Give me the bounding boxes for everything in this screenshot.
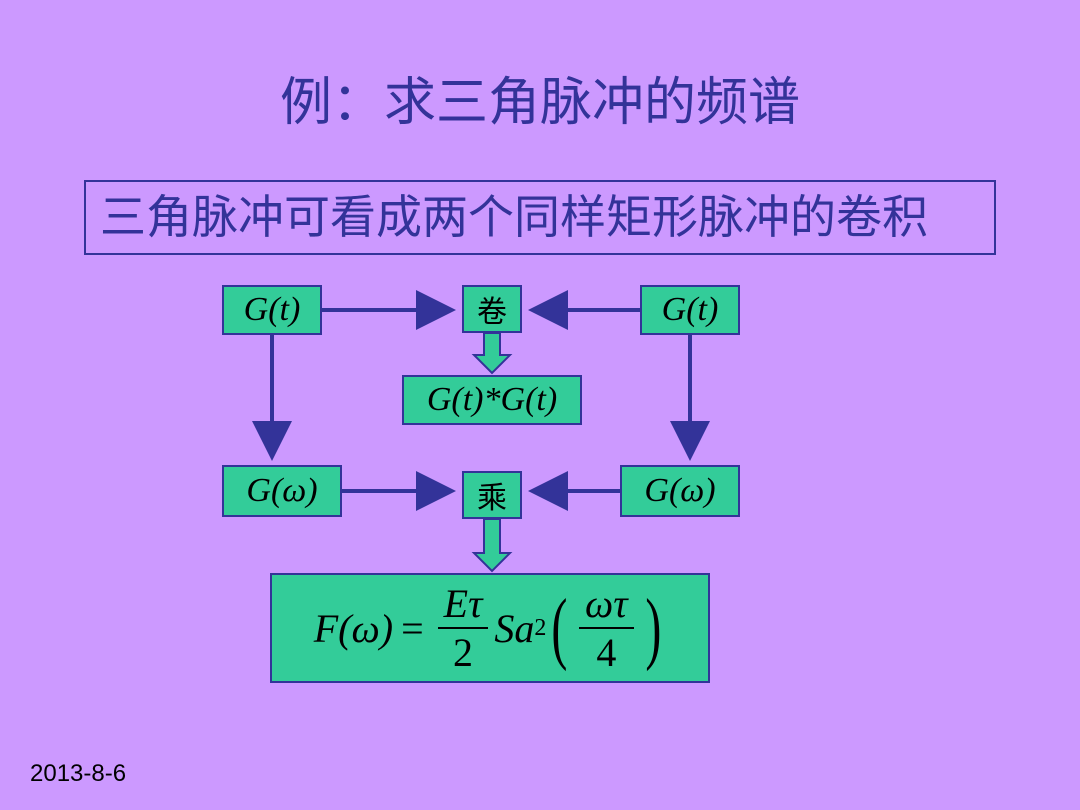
node-gt_left: G(t) [222, 285, 322, 335]
node-gw_left: G(ω) [222, 465, 342, 517]
node-conv_op: 卷 [462, 285, 522, 333]
subtitle-box: 三角脉冲可看成两个同样矩形脉冲的卷积 [84, 180, 996, 255]
slide-date: 2013-8-6 [30, 760, 126, 788]
node-gt_right: G(t) [640, 285, 740, 335]
result-formula: F(ω)=Eτ2Sa2(ωτ4) [270, 573, 710, 683]
node-conv_res: G(t)*G(t) [402, 375, 582, 425]
node-mult_op: 乘 [462, 471, 522, 519]
flowchart: G(t) G(t) 卷 G(t)*G(t) G(ω) G(ω) 乘 F(ω)=Eτ2Sa2(ω… [0, 275, 1080, 735]
slide-title: 例：求三角脉冲的频谱 [0, 0, 1080, 135]
node-gw_right: G(ω) [620, 465, 740, 517]
